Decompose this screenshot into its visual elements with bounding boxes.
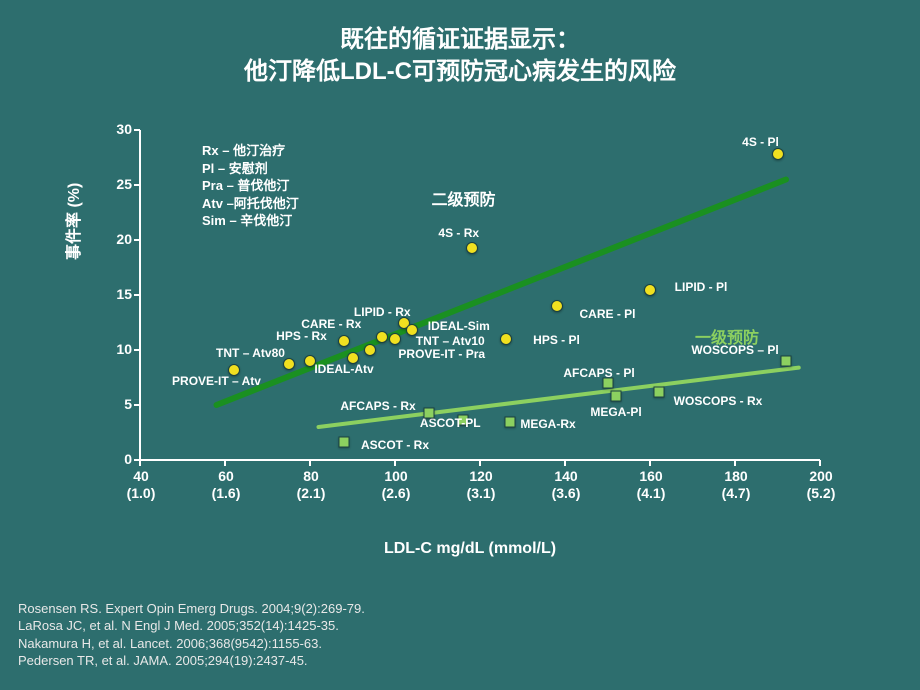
data-point xyxy=(424,407,435,418)
reference-line: LaRosa JC, et al. N Engl J Med. 2005;352… xyxy=(18,617,365,635)
reference-line: Nakamura H, et al. Lancet. 2006;368(9542… xyxy=(18,635,365,653)
data-point-label: LIPID - Pl xyxy=(675,280,728,294)
x-tick-label: 80(2.1) xyxy=(288,468,334,502)
data-point xyxy=(551,300,563,312)
legend-row: Rx – 他汀治疗 xyxy=(202,142,299,160)
reference-line: Pedersen TR, et al. JAMA. 2005;294(19):2… xyxy=(18,652,365,670)
data-point-label: PROVE-IT – Atv xyxy=(172,374,261,388)
y-tick-label: 0 xyxy=(102,451,132,467)
legend-row: Pra – 普伐他汀 xyxy=(202,177,299,195)
x-tick-label: 160(4.1) xyxy=(628,468,674,502)
data-point-label: IDEAL-Atv xyxy=(314,362,373,376)
data-point xyxy=(611,391,622,402)
y-tick-label: 20 xyxy=(102,231,132,247)
x-tick-label: 180(4.7) xyxy=(713,468,759,502)
plot-area: Rx – 他汀治疗Pl – 安慰剂Pra – 普伐他汀Atv –阿托伐他汀Sim… xyxy=(140,130,820,460)
data-point-label: HPS - Pl xyxy=(533,333,580,347)
x-tick-label: 120(3.1) xyxy=(458,468,504,502)
data-point xyxy=(466,242,478,254)
data-point xyxy=(376,331,388,343)
x-tick-label: 40(1.0) xyxy=(118,468,164,502)
data-point-label: MEGA-Rx xyxy=(520,417,575,431)
data-point-label: 4S - Pl xyxy=(742,135,779,149)
x-tick-label: 100(2.6) xyxy=(373,468,419,502)
data-point xyxy=(781,356,792,367)
title-line2: 他汀降低LDL-C可预防冠心病发生的风险 xyxy=(0,56,920,88)
data-point-label: AFCAPS - Rx xyxy=(340,399,415,413)
x-tick-label: 140(3.6) xyxy=(543,468,589,502)
data-point-label: WOSCOPS - Rx xyxy=(674,394,763,408)
data-point xyxy=(772,148,784,160)
legend-row: Pl – 安慰剂 xyxy=(202,160,299,178)
data-point-label: PROVE-IT - Pra xyxy=(398,347,485,361)
y-tick-label: 5 xyxy=(102,396,132,412)
y-tick-label: 25 xyxy=(102,176,132,192)
legend-row: Atv –阿托伐他汀 xyxy=(202,195,299,213)
x-axis-label: LDL-C mg/dL (mmol/L) xyxy=(90,540,850,558)
data-point xyxy=(653,386,664,397)
data-point-label: TNT – Atv80 xyxy=(216,346,285,360)
data-point-label: MEGA-Pl xyxy=(590,405,641,419)
legend-row: Sim – 辛伐他汀 xyxy=(202,212,299,230)
title-line1: 既往的循证证据显示： xyxy=(0,24,920,56)
data-point-label: AFCAPS - Pl xyxy=(563,366,634,380)
data-point xyxy=(338,335,350,347)
data-point-label: TNT – Atv10 xyxy=(416,334,485,348)
data-point-label: ASCOT - Rx xyxy=(361,438,429,452)
data-point-label: 4S - Rx xyxy=(438,226,479,240)
x-tick-label: 200(5.2) xyxy=(798,468,844,502)
x-tick-label: 60(1.6) xyxy=(203,468,249,502)
reference-line: Rosensen RS. Expert Opin Emerg Drugs. 20… xyxy=(18,600,365,618)
y-axis-label: 事件率 (%) xyxy=(60,183,84,260)
y-tick-label: 15 xyxy=(102,286,132,302)
data-point xyxy=(304,355,316,367)
data-point xyxy=(644,284,656,296)
data-point-label: IDEAL-Sim xyxy=(428,319,490,333)
data-point xyxy=(500,333,512,345)
data-point-label: LIPID - Rx xyxy=(354,305,411,319)
y-tick-label: 10 xyxy=(102,341,132,357)
slide-title: 既往的循证证据显示： 他汀降低LDL-C可预防冠心病发生的风险 xyxy=(0,0,920,89)
references: Rosensen RS. Expert Opin Emerg Drugs. 20… xyxy=(18,600,365,670)
y-tick-label: 30 xyxy=(102,121,132,137)
data-point xyxy=(389,333,401,345)
data-point xyxy=(364,344,376,356)
data-point-label: CARE - Pl xyxy=(579,307,635,321)
data-point-label: HPS - Rx xyxy=(276,329,327,343)
abbrev-legend: Rx – 他汀治疗Pl – 安慰剂Pra – 普伐他汀Atv –阿托伐他汀Sim… xyxy=(202,142,299,230)
data-point-label: WOSCOPS – Pl xyxy=(691,343,778,357)
series-label-secondary: 二级预防 xyxy=(432,186,496,210)
data-point xyxy=(339,437,350,448)
data-point xyxy=(504,416,515,427)
scatter-chart: 事件率 (%) Rx – 他汀治疗Pl – 安慰剂Pra – 普伐他汀Atv –… xyxy=(90,120,850,550)
